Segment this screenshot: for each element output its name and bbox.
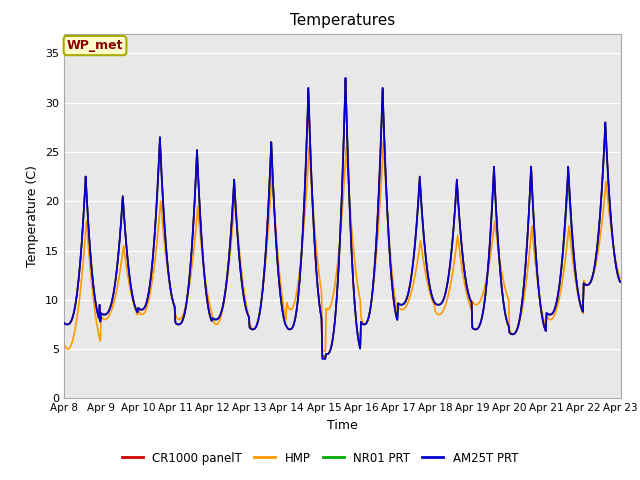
Legend: CR1000 panelT, HMP, NR01 PRT, AM25T PRT: CR1000 panelT, HMP, NR01 PRT, AM25T PRT <box>117 447 523 469</box>
Title: Temperatures: Temperatures <box>290 13 395 28</box>
X-axis label: Time: Time <box>327 419 358 432</box>
Y-axis label: Temperature (C): Temperature (C) <box>26 165 40 267</box>
Text: WP_met: WP_met <box>67 39 124 52</box>
